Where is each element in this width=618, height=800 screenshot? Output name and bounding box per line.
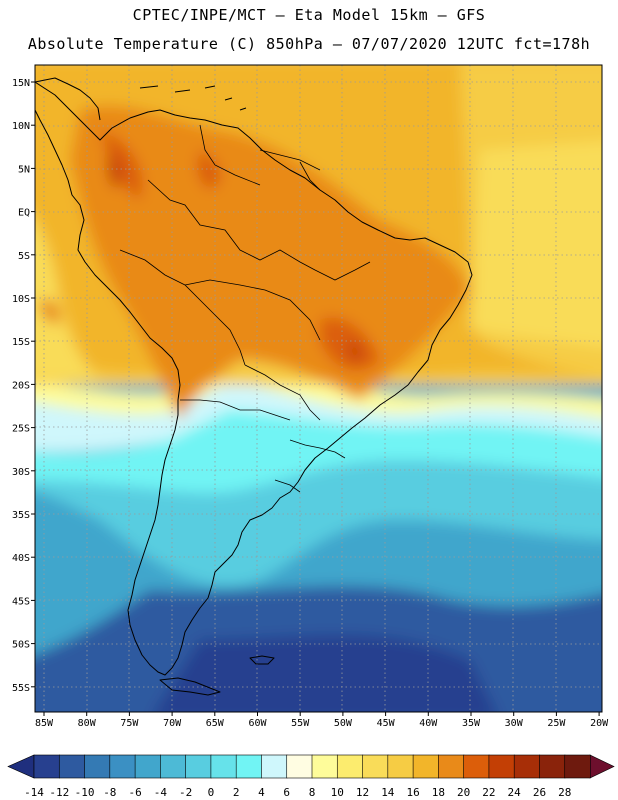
colorbar-label-28: 28: [558, 786, 571, 799]
colorbar-swatch: [286, 754, 313, 779]
colorbar-label-20: 20: [457, 786, 470, 799]
central-america: [35, 77, 101, 121]
lat-label-10N: 10N: [12, 121, 30, 132]
colorbar-swatch: [33, 754, 60, 779]
colorbar-swatch: [235, 754, 263, 779]
coastlines: [35, 77, 473, 696]
colorbar-swatch: [185, 754, 212, 779]
lon-label-60W: 60W: [248, 718, 267, 729]
lon-label-70W: 70W: [163, 718, 182, 729]
caribbean-islands: [139, 85, 247, 111]
colorbar-label-16: 16: [406, 786, 419, 799]
colorbar-label-0: 0: [208, 786, 215, 799]
colorbar-swatch: [488, 754, 515, 779]
colorbar-label-6: 6: [283, 786, 290, 799]
lon-label-50W: 50W: [334, 718, 353, 729]
colorbar-label--2: -2: [179, 786, 192, 799]
colorbar-label-14: 14: [381, 786, 395, 799]
colorbar-swatch: [261, 754, 288, 779]
colorbar-swatch: [84, 754, 111, 779]
lat-label-25S: 25S: [12, 424, 30, 435]
chart-title-line1: CPTEC/INPE/MCT — Eta Model 15km — GFS: [132, 6, 486, 24]
lat-label-35S: 35S: [12, 510, 30, 521]
colorbar-swatch: [336, 754, 364, 779]
lat-label-EQ: EQ: [18, 208, 30, 219]
lon-label-40W: 40W: [419, 718, 438, 729]
colorbar-swatch: [412, 754, 439, 779]
colorbar-label-4: 4: [258, 786, 265, 799]
colorbar-low-arrow: [7, 754, 35, 779]
chart-title-line2: Absolute Temperature (C) 850hPa — 07/07/…: [27, 35, 591, 53]
colorbar-label--12: -12: [49, 786, 69, 799]
lat-label-15S: 15S: [12, 337, 30, 348]
colorbar-label-2: 2: [233, 786, 240, 799]
colorbar-swatch: [513, 754, 541, 779]
lat-label-40S: 40S: [12, 553, 30, 564]
lon-label-20W: 20W: [590, 718, 609, 729]
colorbar-swatch: [134, 754, 161, 779]
colorbar-swatch: [539, 754, 566, 779]
colorbar-label--10: -10: [75, 786, 95, 799]
lat-label-20S: 20S: [12, 380, 30, 391]
colorbar-swatch: [463, 754, 490, 779]
colorbar-swatch: [210, 754, 237, 779]
colorbar-label--4: -4: [154, 786, 168, 799]
tierra-del-fuego: [159, 677, 221, 696]
latitude-labels: 15N 10N 5N EQ 5S 10S 15S 20S 25S 30S 35S 40S 45S 50S 5…: [12, 78, 35, 694]
lon-label-80W: 80W: [78, 718, 97, 729]
colorbar-label-12: 12: [356, 786, 369, 799]
lat-label-5N: 5N: [18, 164, 30, 175]
colorbar-label-18: 18: [432, 786, 445, 799]
colorbar-swatch: [387, 754, 414, 779]
colorbar-label-24: 24: [508, 786, 522, 799]
colorbar-label-22: 22: [482, 786, 495, 799]
falkland-islands: [249, 655, 275, 665]
colorbar-label--14: -14: [24, 786, 44, 799]
colorbar-high-arrow: [589, 754, 615, 779]
colorbar-label--8: -8: [103, 786, 116, 799]
lat-label-55S: 55S: [12, 683, 30, 694]
lat-label-15N: 15N: [12, 78, 30, 89]
colorbar-label--6: -6: [128, 786, 141, 799]
colorbar-label-10: 10: [331, 786, 344, 799]
lon-label-45W: 45W: [377, 718, 396, 729]
colorbar-swatch: [362, 754, 389, 779]
lon-label-25W: 25W: [547, 718, 566, 729]
colorbar-swatch: [109, 754, 136, 779]
lon-label-35W: 35W: [462, 718, 481, 729]
south-america-coastline: [35, 81, 473, 676]
lat-label-45S: 45S: [12, 596, 30, 607]
country-borders: [119, 124, 371, 493]
temperature-colorbar: -14 -12 -10 -8 -6 -4 -2 0 2 4 6 8 10 12 14 16 18 20 22 24 26…: [7, 754, 615, 799]
lon-label-30W: 30W: [505, 718, 524, 729]
lon-label-85W: 85W: [35, 718, 54, 729]
lat-lon-grid: [35, 65, 602, 712]
colorbar-swatch: [58, 754, 86, 779]
colorbar-swatch: [311, 754, 338, 779]
lon-label-55W: 55W: [291, 718, 310, 729]
plot-frame: [34, 64, 603, 713]
lon-label-65W: 65W: [206, 718, 225, 729]
temperature-field: [35, 65, 602, 712]
lat-label-5S: 5S: [18, 251, 30, 262]
colorbar-label-8: 8: [309, 786, 316, 799]
lat-label-50S: 50S: [12, 640, 30, 651]
colorbar-swatch: [160, 754, 187, 779]
lon-label-75W: 75W: [120, 718, 139, 729]
lat-label-10S: 10S: [12, 294, 30, 305]
colorbar-swatch: [564, 754, 591, 779]
colorbar-label-26: 26: [533, 786, 546, 799]
lat-label-30S: 30S: [12, 467, 30, 478]
colorbar-swatch: [438, 754, 465, 779]
longitude-labels: 85W 80W 75W 70W 65W 60W 55W 50W 45W 40W 35W 30W 25W 2…: [35, 712, 609, 729]
